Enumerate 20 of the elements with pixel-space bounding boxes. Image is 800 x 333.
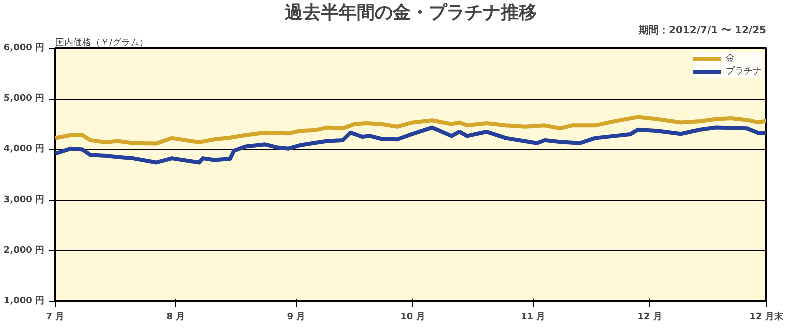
line-series bbox=[56, 115, 766, 146]
x-tick-label: 8 月 bbox=[166, 312, 186, 322]
x-tick-label: 10 月 bbox=[400, 312, 426, 322]
y-tick-label: 6,000 円 bbox=[4, 42, 45, 54]
legend-label: プラチナ bbox=[726, 65, 762, 78]
x-tick-label: 12 月末 bbox=[750, 312, 784, 322]
x-tick-label: 12 月 bbox=[638, 312, 662, 322]
y-axis-title: 国内価格（￥/グラム） bbox=[56, 38, 149, 48]
chart-subtitle: 期間：2012/7/1 〜 12/25 bbox=[638, 24, 767, 36]
y-tick-label: 5,000 円 bbox=[4, 93, 45, 104]
y-tick-label: 3,000 円 bbox=[4, 194, 45, 206]
x-tick-label: 9 月 bbox=[287, 312, 306, 322]
x-tick-label: 7 月 bbox=[46, 312, 65, 322]
chart-title: 過去半年間の金・プラチナ推移 bbox=[284, 2, 537, 24]
y-tick-label: 4,000 円 bbox=[4, 144, 45, 155]
y-tick-label: 1,000 円 bbox=[4, 296, 45, 306]
line-series bbox=[56, 126, 766, 165]
y-tick-label: 2,000 円 bbox=[4, 244, 45, 256]
legend-label: 金 bbox=[726, 52, 736, 65]
x-tick-label: 11 月 bbox=[521, 312, 546, 322]
